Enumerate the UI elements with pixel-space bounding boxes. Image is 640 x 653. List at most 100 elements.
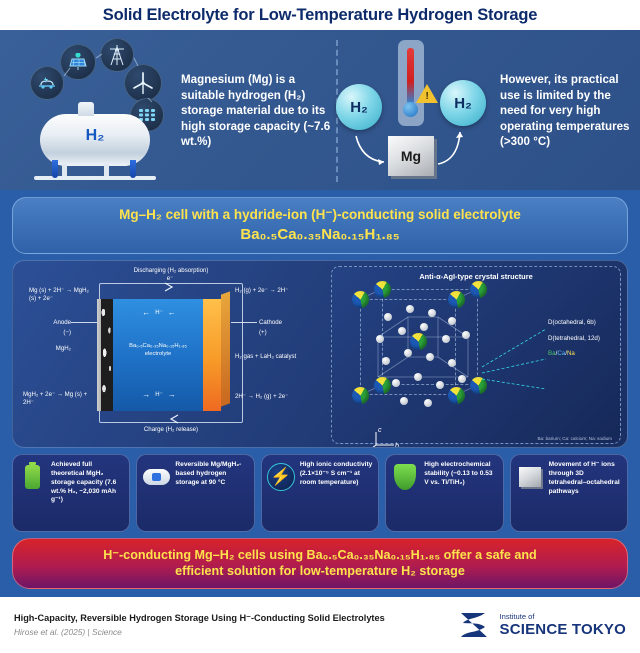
cathode-electrode — [203, 298, 221, 411]
crystal-lattice: c b a — [348, 280, 498, 447]
feature-boxes: Achieved full theoretical MgH₂ storage c… — [0, 453, 640, 538]
intro-left: H₂ Magnesium (Mg) is a suitable hydrogen… — [8, 36, 332, 186]
wind-turbine-icon — [124, 64, 162, 102]
logo-text: Institute of SCIENCE TOKYO — [499, 612, 626, 638]
feature-text: High electrochemical stability (−0.13 to… — [424, 460, 493, 486]
discharge-label: Discharging (H₂ absorption) — [133, 266, 209, 274]
main-panel-wrap: Discharging (H₂ absorption) Charge (H₂ r… — [0, 259, 640, 454]
thermometer-icon — [398, 40, 424, 126]
institute-logo: Institute of SCIENCE TOKYO — [457, 609, 626, 641]
crystal-leader-lines — [481, 328, 547, 390]
anode-porous-texture — [101, 298, 113, 411]
key-octahedral: D(octahedral, 6b) — [548, 318, 596, 326]
ion-arrow-left-icon-2: ← — [167, 307, 176, 317]
crystal-axes: c b a — [366, 427, 400, 448]
cathode-side-face — [221, 291, 230, 407]
title-bar: Solid Electrolyte for Low-Temperature Hy… — [0, 0, 640, 30]
key-tetrahedral: D(tetrahedral, 12d) — [548, 334, 600, 342]
footer-citation-block: High-Capacity, Reversible Hydrogen Stora… — [14, 612, 385, 637]
cathode-equation-bottom: 2H⁻ → H₂ (g) + 2e⁻ — [235, 392, 289, 400]
anode-leader-line — [71, 321, 99, 323]
crystal-key: D(octahedral, 6b) D(tetrahedral, 12d) Ba… — [548, 319, 614, 359]
electrolyte-word: electrolyte — [144, 350, 172, 357]
circuit-arrows — [164, 282, 179, 424]
anode-sign-label: (−) — [63, 328, 71, 336]
cathode-leader-line — [231, 321, 257, 323]
logo-mark-icon — [457, 609, 491, 641]
warning-icon: ! — [416, 84, 438, 103]
feature-box: High electrochemical stability (−0.13 to… — [385, 453, 504, 532]
intro-right: H₂ H₂ ! Mg However, its practical use is… — [332, 36, 632, 186]
h2-molecule-left: H₂ — [336, 84, 382, 130]
logo-line-1: Institute of — [499, 611, 535, 621]
solar-panel-icon — [60, 44, 96, 80]
conclusion-line-1: H⁻-conducting Mg–H₂ cells using Ba₀.₅Ca₀… — [103, 547, 537, 562]
anode-equation-bottom: MgH₂ + 2e⁻ → Mg (s) + 2H⁻ — [23, 390, 88, 406]
electrolyte-banner: Mg–H₂ cell with a hydride-ion (H⁻)-condu… — [12, 197, 628, 254]
conclusion-banner: H⁻-conducting Mg–H₂ cells using Ba₀.₅Ca₀… — [12, 537, 628, 589]
cathode-material-label: H₂ gas + LaH₃ catalyst — [235, 352, 297, 360]
reaction-arrows — [355, 131, 463, 165]
page-title: Solid Electrolyte for Low-Temperature Hy… — [102, 5, 538, 24]
svg-text:a: a — [366, 446, 370, 448]
banner-line-2: Ba₀.₅Ca₀.₃₅Na₀.₁₅H₁.₈₅ — [240, 225, 400, 243]
h2-molecule-right: H₂ — [440, 80, 486, 126]
crystal-structure-title: Anti-α-AgI-type crystal structure — [419, 271, 533, 281]
anode-equation-top: Mg (s) + 2H⁻ → MgH₂ (s) + 2e⁻ — [29, 286, 89, 302]
cube-icon — [516, 463, 544, 491]
shield-icon — [391, 463, 419, 491]
conclusion-line-2: efficient solution for low-temperature H… — [175, 564, 465, 579]
feature-box: Movement of H⁻ ions through 3D tetrahedr… — [509, 453, 629, 532]
mg-thermometer-illustration: H₂ H₂ ! Mg — [332, 36, 492, 186]
electrolyte-formula: Ba₀.₅Ca₀.₃₅Na₀.₁₅H₁.₈₅ — [129, 342, 187, 349]
power-tower-icon — [100, 38, 134, 72]
paper-citation: Hirose et al. (2025) | Science — [14, 627, 122, 638]
intro-left-text: Magnesium (Mg) is a suitable hydrogen (H… — [181, 73, 331, 149]
tank-label: H₂ — [85, 127, 105, 144]
main-panel: Discharging (H₂ absorption) Charge (H₂ r… — [12, 259, 628, 448]
intro-section: H₂ Magnesium (Mg) is a suitable hydrogen… — [0, 30, 640, 190]
key-ba: Ba — [548, 350, 556, 358]
feature-text: High ionic conductivity (2.1×10⁻⁵ S cm⁻¹… — [299, 460, 373, 486]
ion-arrow-left-icon: ← — [142, 307, 151, 317]
electrolyte-label: Ba₀.₅Ca₀.₃₅Na₀.₁₅H₁.₈₅ electrolyte — [113, 343, 203, 359]
ion-flow-bottom: → H⁻ → — [117, 389, 201, 399]
battery-icon — [18, 461, 46, 491]
connector-lines — [63, 53, 153, 103]
ion-label-top: H⁻ — [155, 310, 163, 317]
cathode-equation-top: H₂ (g) + 2e⁻ → 2H⁻ — [235, 286, 289, 294]
charge-label: Charge (H₂ release) — [143, 425, 199, 433]
cathode-name-label: Cathode — [259, 318, 283, 326]
renewable-energy-illustration: H₂ — [8, 36, 173, 186]
cathode-sign-label: (+) — [259, 328, 267, 336]
svg-text:c: c — [378, 427, 382, 434]
ion-flow-top: ← H⁻ ← — [117, 307, 201, 317]
conclusion-wrap: H⁻-conducting Mg–H₂ cells using Ba₀.₅Ca₀… — [0, 537, 640, 597]
ion-arrow-right-icon: → — [142, 389, 151, 399]
feature-text: Reversible Mg/MgH₂-based hydrogen storag… — [175, 460, 242, 486]
feature-text: Movement of H⁻ ions through 3D tetrahedr… — [548, 460, 620, 495]
intro-right-text: However, its practical use is limited by… — [500, 73, 630, 149]
feature-box: Reversible Mg/MgH₂-based hydrogen storag… — [136, 453, 255, 532]
anode-material-label: MgH₂ — [55, 344, 71, 352]
tank-valve — [78, 102, 94, 116]
ion-label-bottom: H⁻ — [155, 392, 163, 399]
feature-box: ⚡ High ionic conductivity (2.1×10⁻⁵ S cm… — [260, 453, 380, 532]
key-na: Na — [566, 350, 575, 358]
electrochemical-cell-diagram: Discharging (H₂ absorption) Charge (H₂ r… — [13, 261, 343, 447]
ev-charging-icon — [30, 66, 64, 100]
electrolyte-banner-wrap: Mg–H₂ cell with a hydride-ion (H⁻)-condu… — [0, 190, 640, 260]
mg-cube: Mg — [388, 136, 434, 176]
tank-base — [34, 176, 156, 180]
crystal-footnote: Ba: barium; Ca: calcium; Na: sodium — [537, 435, 612, 441]
anode-name-label: Anode — [53, 318, 71, 326]
lattice-bonds — [359, 288, 479, 396]
storage-tank-icon — [142, 463, 170, 491]
feature-text: Achieved full theoretical MgH₂ storage c… — [51, 460, 117, 504]
solid-electrolyte-layer — [113, 298, 203, 411]
hydrogen-tank: H₂ — [40, 114, 150, 166]
ion-arrow-right-icon-2: → — [167, 389, 176, 399]
feature-box: Achieved full theoretical MgH₂ storage c… — [12, 453, 131, 532]
electron-label-top: e⁻ — [166, 274, 174, 282]
